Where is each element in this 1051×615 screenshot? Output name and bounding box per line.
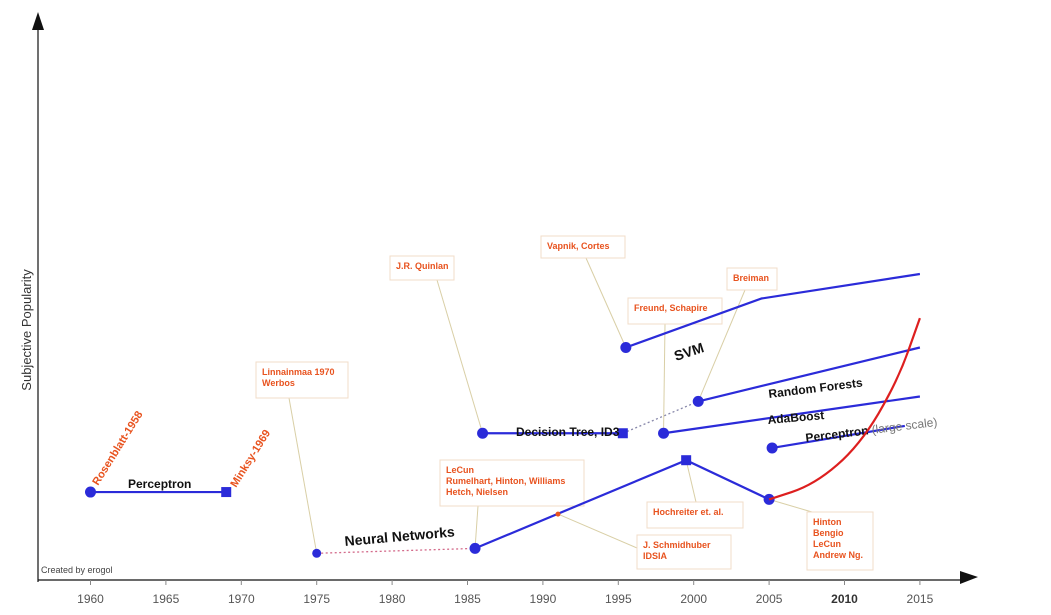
annotation-label: Hinton bbox=[813, 517, 842, 527]
series-marker bbox=[221, 487, 232, 498]
annotation-box bbox=[439, 459, 585, 507]
series-label: Random Forests bbox=[768, 376, 864, 401]
x-tick-label: 2000 bbox=[680, 592, 707, 606]
series-marker bbox=[681, 455, 692, 466]
y-axis-label: Subjective Popularity bbox=[19, 269, 34, 391]
annotation-label: J.R. Quinlan bbox=[396, 261, 449, 271]
annotation-label: Breiman bbox=[733, 273, 769, 283]
x-tick-label: 1995 bbox=[605, 592, 632, 606]
x-tick-label: 1985 bbox=[454, 592, 481, 606]
annotation-leader bbox=[685, 460, 697, 503]
annotation-label: Rosenblatt-1958 bbox=[90, 409, 145, 487]
annotation-leader bbox=[288, 397, 318, 554]
schmidhuber-point-marker bbox=[555, 511, 561, 517]
annotation-box bbox=[389, 255, 455, 281]
x-tick-label: 2005 bbox=[756, 592, 783, 606]
dotted-connector bbox=[622, 400, 699, 434]
annotation-label: LeCun bbox=[446, 465, 474, 475]
series-label: Perceptron bbox=[128, 477, 191, 491]
annotation-label: Freund, Schapire bbox=[634, 303, 708, 313]
series-label: Perceptron (large scale) bbox=[805, 415, 938, 445]
series-marker bbox=[658, 427, 670, 439]
credit-label: Created by erogol bbox=[41, 565, 113, 575]
annotation-leader bbox=[474, 505, 479, 549]
series-label-suffix: (large scale) bbox=[868, 415, 939, 437]
annotation-label: Andrew Ng. bbox=[813, 550, 863, 560]
x-tick-label: 2015 bbox=[907, 592, 934, 606]
annotation-label: Bengio bbox=[813, 528, 844, 538]
y-axis-arrow-icon bbox=[32, 12, 44, 30]
series-label: Neural Networks bbox=[344, 523, 456, 549]
annotation-leader bbox=[557, 513, 638, 549]
x-tick-label: 1990 bbox=[530, 592, 557, 606]
series-line bbox=[697, 346, 921, 403]
annotation-label: J. Schmidhuber bbox=[643, 540, 711, 550]
series-marker bbox=[85, 486, 96, 498]
annotation-label: Linnainmaa 1970 bbox=[262, 367, 335, 377]
series-marker bbox=[477, 427, 489, 439]
series-marker bbox=[469, 542, 481, 554]
x-tick-label: 2010 bbox=[831, 592, 858, 606]
x-axis-arrow-icon bbox=[960, 571, 978, 584]
series-marker bbox=[766, 442, 778, 454]
annotation-leader bbox=[697, 289, 746, 402]
annotation-box bbox=[255, 361, 349, 399]
series-line bbox=[625, 272, 921, 349]
x-tick-label: 1975 bbox=[303, 592, 330, 606]
annotation-label: Hochreiter et. al. bbox=[653, 507, 724, 517]
annotation-label: Minksy-1969 bbox=[228, 428, 273, 490]
series-marker bbox=[620, 342, 632, 353]
series-line bbox=[771, 424, 906, 450]
annotation-leader bbox=[663, 323, 666, 434]
series-line bbox=[663, 395, 921, 435]
annotation-label: IDSIA bbox=[643, 551, 668, 561]
x-tick-label: 1970 bbox=[228, 592, 255, 606]
x-tick-label: 1960 bbox=[77, 592, 104, 606]
annotation-box bbox=[646, 501, 744, 529]
annotation-label: Vapnik, Cortes bbox=[547, 241, 610, 251]
annotation-box bbox=[726, 267, 778, 291]
annotation-leader bbox=[768, 498, 813, 513]
annotation-box bbox=[627, 297, 723, 325]
series-marker bbox=[617, 428, 628, 439]
series-label: SVM bbox=[672, 339, 706, 364]
annotation-label: Hetch, Nielsen bbox=[446, 487, 508, 497]
neural-networks-origin-marker bbox=[312, 548, 322, 558]
series-marker bbox=[692, 395, 704, 407]
x-tick-label: 1980 bbox=[379, 592, 406, 606]
annotation-label: LeCun bbox=[813, 539, 841, 549]
series-label: AdaBoost bbox=[767, 408, 825, 427]
deep-learning-curve bbox=[768, 317, 921, 501]
annotation-box bbox=[636, 534, 732, 570]
annotation-label: Werbos bbox=[262, 378, 295, 388]
dotted-connector bbox=[316, 547, 476, 554]
annotation-leader bbox=[585, 257, 627, 348]
annotation-box bbox=[806, 511, 874, 571]
x-tick-label: 1965 bbox=[153, 592, 180, 606]
series-label: Decision Tree, ID3 bbox=[516, 425, 620, 439]
annotation-box bbox=[540, 235, 626, 259]
annotation-leader bbox=[436, 279, 484, 434]
annotation-label: Rumelhart, Hinton, Williams bbox=[446, 476, 565, 486]
